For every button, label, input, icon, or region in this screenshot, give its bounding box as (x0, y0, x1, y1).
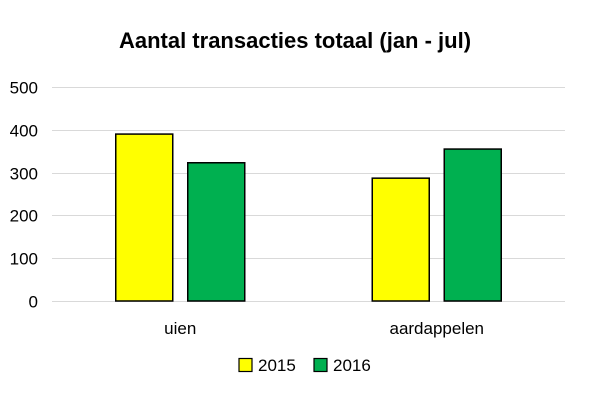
y-tick-label: 0 (29, 293, 38, 312)
legend: 2015 2016 (238, 356, 371, 375)
legend-swatch-2016 (313, 357, 328, 373)
y-axis-tick-labels: 0 100 200 300 400 500 (10, 79, 38, 312)
bars (115, 133, 502, 302)
x-tick-label: aardappelen (389, 319, 484, 338)
y-tick-label: 200 (10, 207, 38, 226)
legend-swatch-2015 (238, 357, 253, 373)
legend-label-2015: 2015 (258, 356, 296, 375)
y-tick-label: 300 (10, 165, 38, 184)
y-tick-label: 100 (10, 250, 38, 269)
bar-2015-uien (115, 133, 174, 302)
x-tick-label: uien (164, 319, 196, 338)
y-tick-label: 400 (10, 122, 38, 141)
bar-2016-uien (187, 162, 246, 302)
chart-title: Aantal transacties totaal (jan - jul) (119, 28, 471, 53)
y-tick-label: 500 (10, 79, 38, 98)
legend-label-2016: 2016 (333, 356, 371, 375)
bar-2015-aardappelen (371, 177, 430, 302)
bar-2016-aardappelen (443, 148, 502, 302)
x-axis-tick-labels: uien aardappelen (164, 319, 484, 338)
